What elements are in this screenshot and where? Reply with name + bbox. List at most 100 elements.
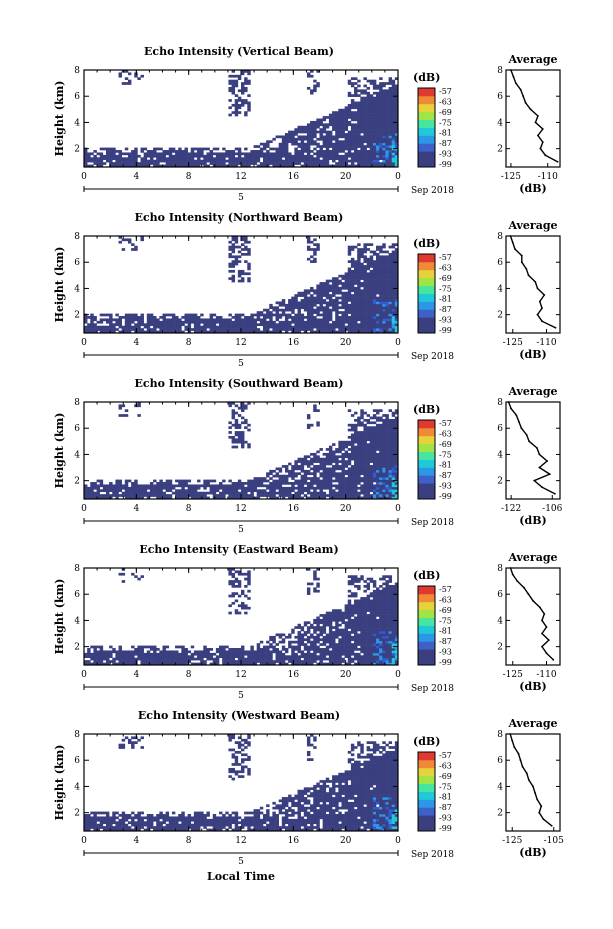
echo-cell [310,308,314,312]
echo-cell [372,150,377,153]
echo-cell [391,325,396,329]
echo-cell [376,164,380,168]
echo-cell [84,154,88,158]
echo-cell [363,154,367,158]
echo-cell [234,79,239,83]
echo-cell [394,467,399,471]
echo-cell [96,652,100,656]
echo-cell [357,443,361,446]
echo-cell [363,282,367,285]
echo-cell [247,402,251,405]
y-tick-label: 8 [74,232,80,242]
echo-cell [112,489,116,493]
echo-cell [379,248,383,251]
echo-cell [306,308,311,312]
echo-cell [253,162,257,165]
echo-cell [347,435,352,439]
echo-cell [382,496,386,500]
echo-cell [376,409,380,412]
echo-cell [347,140,352,144]
echo-cell [93,648,97,651]
echo-cell [187,157,192,161]
echo-cell [244,86,248,90]
echo-cell [294,147,298,151]
echo-cell [310,133,314,136]
echo-cell [272,491,276,495]
echo-cell [153,494,157,497]
echo-cell [143,486,148,490]
echo-cell [357,150,361,153]
echo-cell [134,318,138,322]
echo-cell [360,448,364,451]
echo-cell [313,489,317,493]
panel-title: Echo Intensity (Southward Beam) [135,377,344,390]
echo-cell [376,411,380,415]
echo-cell [322,294,327,297]
echo-cell [366,320,371,324]
echo-cell [143,660,148,663]
echo-cell [300,328,305,331]
echo-cell [241,99,245,102]
echo-cell [278,154,283,158]
echo-cell [338,159,342,163]
echo-cell [203,330,207,334]
echo-cell [360,154,364,158]
echo-cell [109,496,113,500]
date-label: Sep 2018 [411,518,454,528]
echo-cell [124,313,129,317]
echo-cell [354,89,358,93]
echo-cell [143,154,148,158]
echo-cell [131,316,135,319]
echo-cell [146,650,151,654]
echo-cell [344,128,349,131]
echo-cell [316,154,320,158]
echo-cell [87,489,91,493]
echo-cell [310,482,314,485]
echo-cell [165,650,170,654]
echo-cell [354,282,358,285]
echo-cell [181,157,185,161]
echo-cell [347,159,352,163]
echo-cell [241,330,245,334]
echo-cell [382,89,386,93]
echo-cell [372,274,377,278]
echo-cell [162,152,166,156]
echo-cell [360,435,364,439]
echo-cell [168,325,173,329]
echo-cell [376,111,380,114]
echo-cell [156,318,160,322]
echo-cell [376,435,380,439]
echo-cell [203,491,207,495]
x-tick-label: 12 [235,504,246,514]
echo-cell [178,484,182,488]
echo-cell [241,660,245,663]
echo-cell [325,323,330,327]
echo-cell [379,328,383,331]
echo-cell [394,484,399,488]
echo-cell [347,462,352,466]
echo-cell [322,289,327,293]
echo-cell [372,116,377,119]
echo-cell [234,82,239,85]
echo-cell [310,142,314,146]
echo-cell [350,301,355,305]
echo-cell [335,494,339,497]
echo-cell [228,245,232,249]
echo-cell [219,648,223,651]
echo-cell [159,159,163,163]
echo-cell [231,580,236,583]
echo-cell [281,152,286,156]
echo-cell [391,260,396,263]
echo-cell [266,311,270,314]
echo-cell [350,125,355,129]
echo-cell [228,426,232,429]
echo-cell [237,570,242,574]
echo-cell [178,147,182,151]
echo-cell [241,657,245,661]
echo-cell [354,294,358,297]
echo-cell [354,457,358,461]
echo-cell [102,162,107,165]
echo-cell [219,323,223,327]
echo-cell [127,238,132,242]
echo-cell [328,152,333,156]
